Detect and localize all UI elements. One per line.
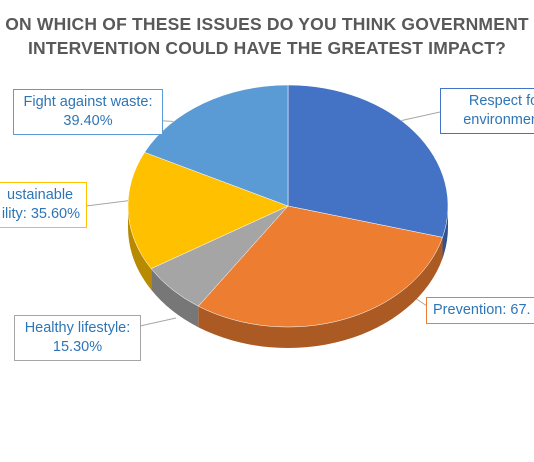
data-label-fight-against-waste-line-1: Fight against waste: [23, 94, 153, 110]
data-label-sustainable-mobility-line-1: ustainable [7, 187, 74, 203]
pie-slice-fight-against-waste [144, 84, 289, 207]
data-label-fight-against-waste-line-2: 39.40% [63, 113, 113, 129]
pie-leader-line-healthy-lifestyle [139, 317, 177, 327]
chart-title-line-1: ON WHICH OF THESE ISSUES DO YOU THINK GO… [5, 14, 529, 34]
pie-slice-prevention [197, 205, 443, 328]
pie-side-prevention [198, 237, 443, 348]
pie-side-healthy-lifestyle [151, 268, 199, 328]
data-label-respect-for-environment-line-2: environment [463, 112, 534, 128]
pie-sides [128, 206, 448, 348]
data-label-respect-for-environment-line-1: Respect for [468, 93, 534, 109]
chart-title: ON WHICH OF THESE ISSUES DO YOU THINK GO… [0, 12, 534, 60]
data-label-prevention: Prevention: 67. [426, 297, 534, 324]
pie-side-sustainable-mobility [128, 206, 152, 290]
pie-slice-respect-for-environment [287, 84, 449, 238]
data-label-sustainable-mobility-line-2: ility: 35.60% [1, 206, 80, 222]
data-label-prevention-line-1: Prevention: 67. [433, 302, 531, 318]
data-label-fight-against-waste: Fight against waste: 39.40% [13, 89, 163, 135]
pie-slice-sustainable-mobility [127, 152, 289, 269]
data-label-healthy-lifestyle-line-1: Healthy lifestyle: [24, 320, 131, 336]
pie-leader-line-respect-for-environment [394, 111, 441, 123]
data-label-healthy-lifestyle-line-2: 15.30% [52, 339, 103, 355]
pie-side-respect-for-environment [442, 206, 448, 259]
data-label-sustainable-mobility: ustainable ility: 35.60% [0, 182, 87, 228]
pie-tops [127, 84, 449, 328]
data-label-respect-for-environment: Respect for environment [440, 88, 534, 134]
chart-title-line-2: INTERVENTION COULD HAVE THE GREATEST IMP… [27, 38, 507, 58]
data-label-healthy-lifestyle: Healthy lifestyle: 15.30% [14, 315, 141, 361]
